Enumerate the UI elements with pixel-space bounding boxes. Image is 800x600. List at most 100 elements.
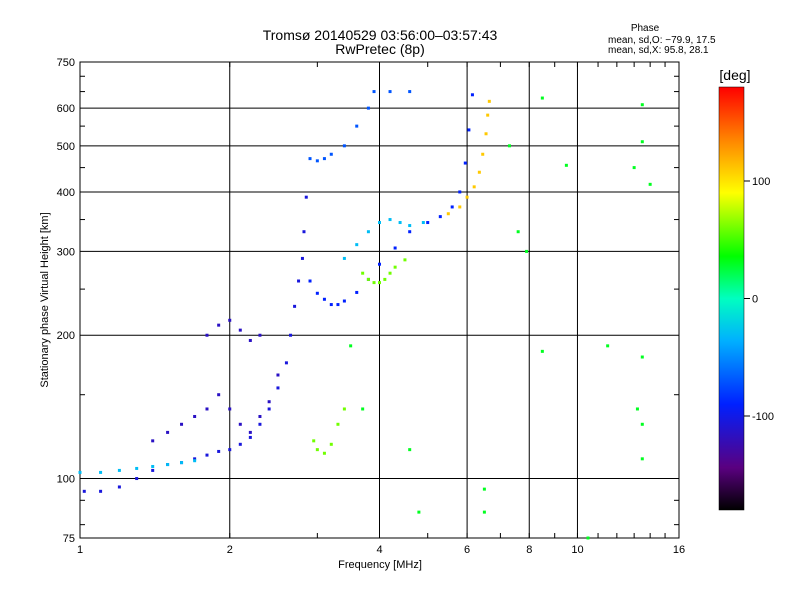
data-point <box>408 230 412 234</box>
phase-header: Phase <box>631 23 660 34</box>
data-point <box>284 361 288 365</box>
data-point <box>355 124 359 128</box>
data-point <box>632 166 636 170</box>
data-point <box>329 303 333 307</box>
data-point <box>481 152 485 156</box>
data-points <box>78 90 652 540</box>
x-tick-label: 4 <box>376 544 382 556</box>
data-point <box>417 510 421 514</box>
data-point <box>151 468 155 472</box>
data-point <box>180 422 184 426</box>
x-axis-label: Frequency [MHz] <box>338 559 422 571</box>
data-point <box>342 144 346 148</box>
data-point <box>300 256 304 260</box>
data-point <box>408 90 412 94</box>
data-point <box>193 457 197 461</box>
data-point <box>470 93 474 97</box>
phase-x-stats: mean, sd,X: 95.8, 28.1 <box>608 45 709 56</box>
data-point <box>426 221 430 225</box>
data-point <box>484 132 488 136</box>
data-point <box>388 271 392 275</box>
data-point <box>312 439 316 443</box>
y-tick-label: 200 <box>57 330 75 342</box>
data-point <box>372 281 376 285</box>
data-point <box>342 299 346 303</box>
data-point <box>342 256 346 260</box>
data-point <box>217 449 221 453</box>
data-point <box>151 464 155 468</box>
x-tick-label: 2 <box>227 544 233 556</box>
data-point <box>308 279 312 283</box>
data-point <box>438 215 442 219</box>
data-point <box>151 439 155 443</box>
data-point <box>366 277 370 281</box>
data-point <box>648 182 652 186</box>
data-point <box>117 468 121 472</box>
data-point <box>276 386 280 390</box>
data-point <box>258 333 262 337</box>
data-point <box>238 442 242 446</box>
data-point <box>421 221 425 225</box>
data-point <box>487 99 491 103</box>
data-point <box>355 290 359 294</box>
data-point <box>482 510 486 514</box>
data-point <box>393 265 397 269</box>
data-point <box>322 451 326 455</box>
data-point <box>308 157 312 161</box>
data-point <box>408 448 412 452</box>
plot-area <box>79 61 680 539</box>
data-point <box>635 407 639 411</box>
y-tick-label: 75 <box>63 533 75 545</box>
data-point <box>135 466 139 470</box>
data-point <box>540 349 544 353</box>
data-point <box>640 103 644 107</box>
chart-title: Tromsø 20140529 03:56:00–03:57:43 <box>263 27 498 43</box>
colorbar-label: [deg] <box>719 67 750 83</box>
data-point <box>540 96 544 100</box>
y-axis-label: Stationary phase Virtual Height [km] <box>39 212 51 387</box>
data-point <box>378 281 381 285</box>
data-point <box>640 422 644 426</box>
data-point <box>378 221 381 225</box>
data-point <box>276 373 280 377</box>
x-tick-label: 16 <box>673 544 685 556</box>
data-point <box>329 152 333 156</box>
data-point <box>297 279 301 283</box>
data-point <box>507 144 511 148</box>
x-tick-label: 10 <box>571 544 583 556</box>
data-point <box>248 435 252 439</box>
data-point <box>322 297 326 301</box>
data-point <box>193 459 197 463</box>
data-point <box>322 157 326 161</box>
y-tick-label: 600 <box>57 103 75 115</box>
data-point <box>606 344 610 348</box>
data-point <box>640 140 644 144</box>
data-point <box>564 163 568 167</box>
data-point <box>238 422 242 426</box>
x-tick-label: 6 <box>464 544 470 556</box>
data-point <box>336 422 340 426</box>
data-point <box>372 90 376 94</box>
data-point <box>388 218 392 222</box>
chart-subtitle: RwPretec (8p) <box>335 41 424 57</box>
y-tick-label: 100 <box>57 474 75 486</box>
data-point <box>258 414 262 418</box>
y-tick-label: 750 <box>57 57 75 69</box>
data-point <box>315 448 319 452</box>
data-point <box>293 304 297 308</box>
data-point <box>289 333 293 337</box>
data-point <box>366 230 370 234</box>
colorbar <box>718 86 745 511</box>
data-point <box>217 323 221 327</box>
y-tick-label: 300 <box>57 246 75 258</box>
data-point <box>315 291 319 295</box>
x-tick-label: 1 <box>77 544 83 556</box>
data-point <box>355 243 359 247</box>
data-point <box>205 453 209 457</box>
data-point <box>361 271 365 275</box>
y-axis: 75 100 200 300 400 500 600 750 <box>57 57 679 545</box>
data-point <box>408 224 412 228</box>
data-point <box>248 338 252 342</box>
data-point <box>342 407 346 411</box>
